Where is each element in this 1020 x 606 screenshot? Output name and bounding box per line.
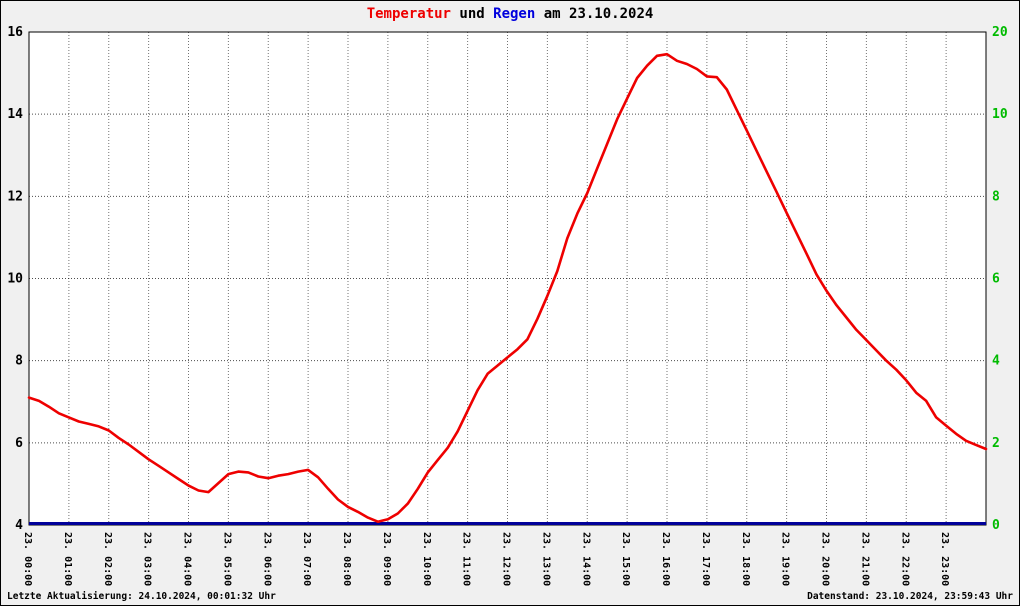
- svg-text:23. 06:00: 23. 06:00: [261, 532, 272, 586]
- svg-text:2: 2: [992, 436, 1000, 451]
- svg-text:4: 4: [15, 518, 23, 533]
- svg-text:10: 10: [992, 107, 1008, 122]
- svg-text:23. 08:00: 23. 08:00: [341, 532, 352, 586]
- svg-text:10: 10: [7, 272, 23, 287]
- svg-text:23. 15:00: 23. 15:00: [620, 532, 631, 586]
- svg-text:23. 01:00: 23. 01:00: [62, 532, 73, 586]
- svg-text:6: 6: [15, 436, 23, 451]
- svg-text:23. 22:00: 23. 22:00: [899, 532, 910, 586]
- svg-text:23. 02:00: 23. 02:00: [102, 532, 113, 586]
- svg-text:23. 14:00: 23. 14:00: [580, 532, 591, 586]
- svg-text:23. 07:00: 23. 07:00: [301, 532, 312, 586]
- svg-text:23. 16:00: 23. 16:00: [660, 532, 671, 586]
- svg-text:23. 09:00: 23. 09:00: [381, 532, 392, 586]
- svg-text:6: 6: [992, 272, 1000, 287]
- svg-text:14: 14: [7, 107, 23, 122]
- svg-text:23. 21:00: 23. 21:00: [859, 532, 870, 586]
- svg-text:23. 20:00: 23. 20:00: [820, 532, 831, 586]
- last-update-label: Letzte Aktualisierung: 24.10.2024, 00:01…: [7, 591, 276, 602]
- svg-text:23. 11:00: 23. 11:00: [461, 532, 472, 586]
- svg-text:4: 4: [992, 354, 1000, 369]
- svg-text:23. 23:00: 23. 23:00: [939, 532, 950, 586]
- svg-text:8: 8: [992, 189, 1000, 204]
- svg-text:23. 03:00: 23. 03:00: [142, 532, 153, 586]
- svg-text:0: 0: [992, 518, 1000, 533]
- svg-text:12: 12: [7, 189, 23, 204]
- data-timestamp-label: Datenstand: 23.10.2024, 23:59:43 Uhr: [807, 591, 1013, 602]
- svg-text:23. 18:00: 23. 18:00: [740, 532, 751, 586]
- svg-text:23. 10:00: 23. 10:00: [421, 532, 432, 586]
- svg-text:23. 17:00: 23. 17:00: [700, 532, 711, 586]
- svg-text:23. 12:00: 23. 12:00: [501, 532, 512, 586]
- svg-text:23. 00:00: 23. 00:00: [22, 532, 33, 586]
- svg-text:16: 16: [7, 25, 23, 40]
- svg-text:20: 20: [992, 25, 1008, 40]
- svg-text:23. 05:00: 23. 05:00: [221, 532, 232, 586]
- svg-text:23. 19:00: 23. 19:00: [780, 532, 791, 586]
- svg-text:23. 13:00: 23. 13:00: [540, 532, 551, 586]
- svg-text:8: 8: [15, 354, 23, 369]
- svg-text:23. 04:00: 23. 04:00: [182, 532, 193, 586]
